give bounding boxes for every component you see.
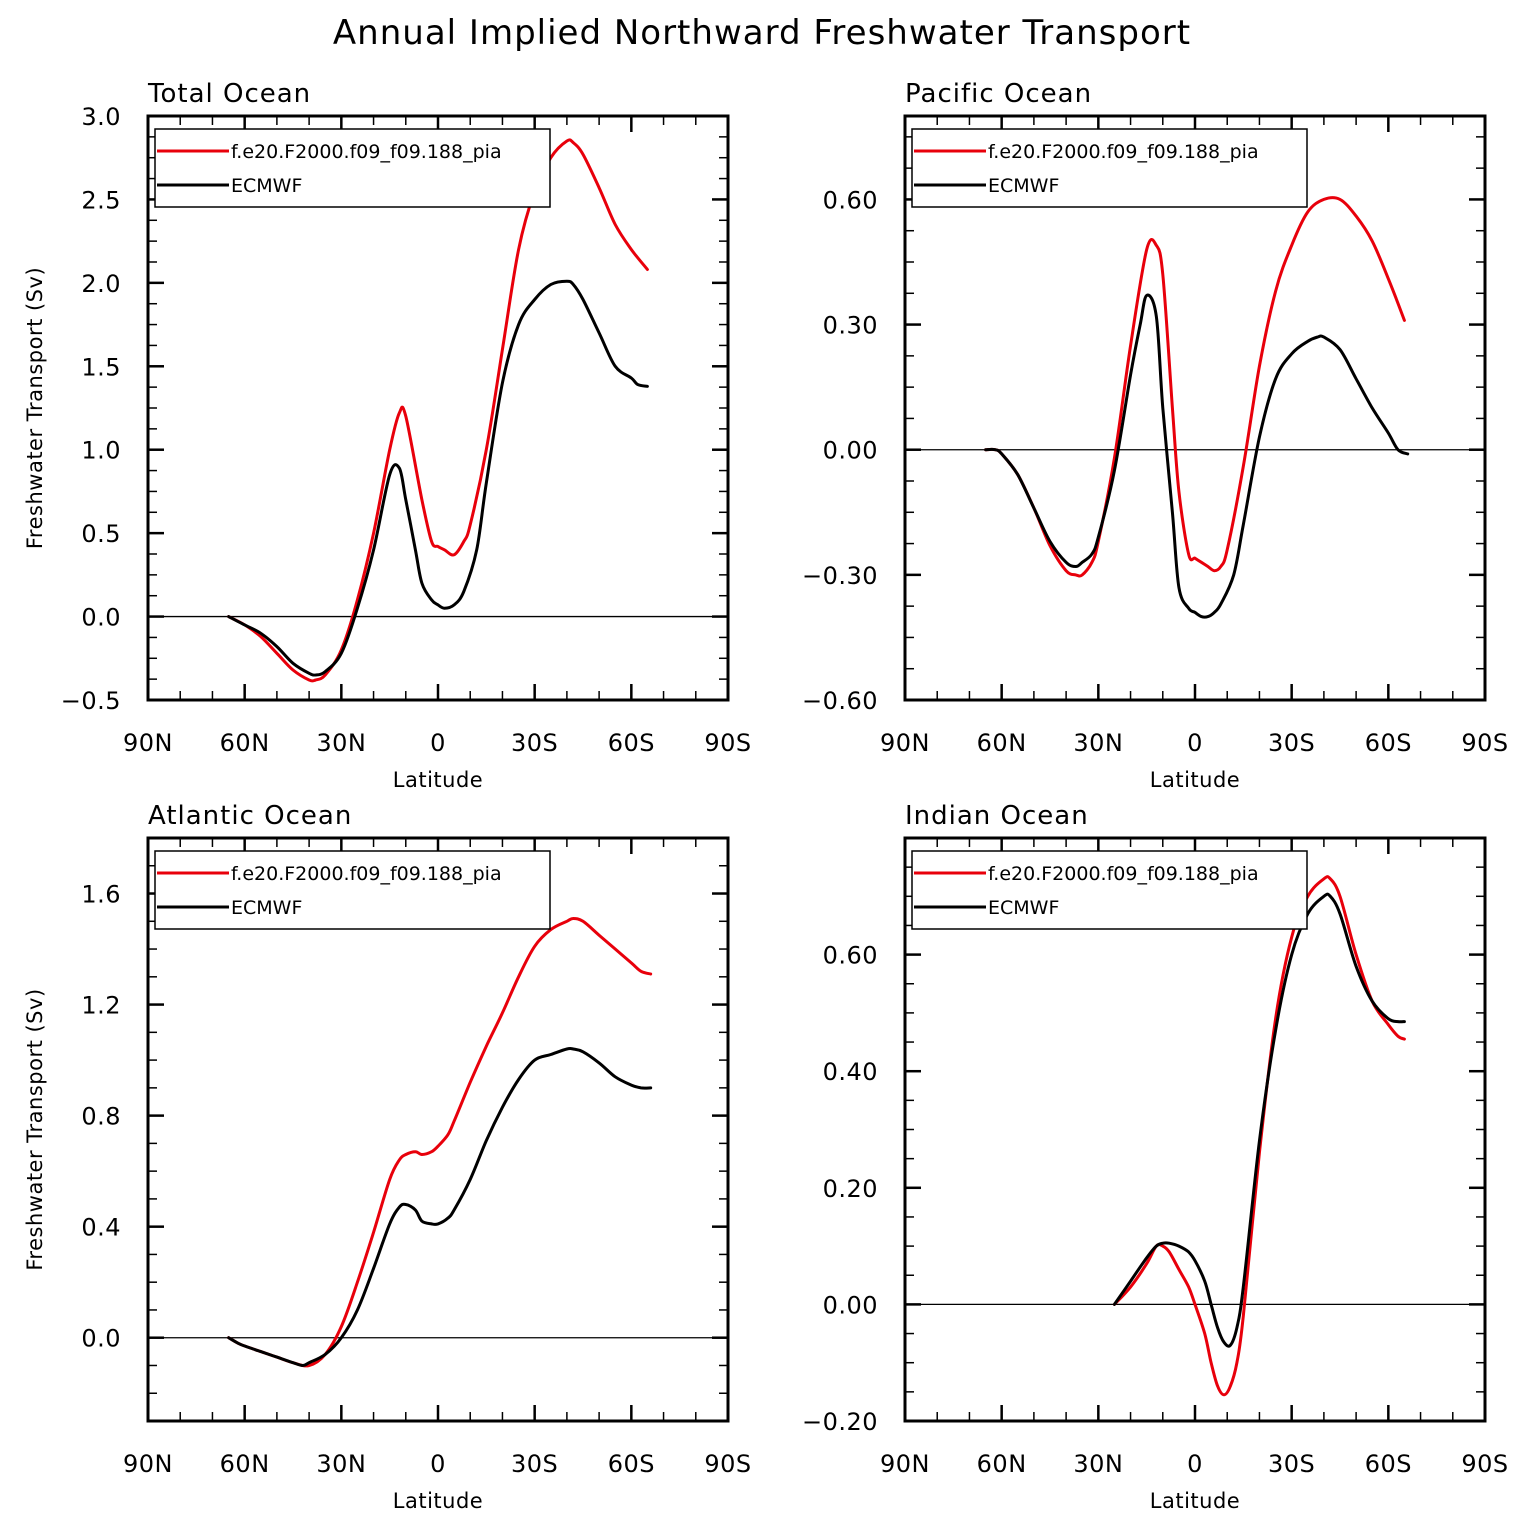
y-tick-label: 2.0 — [81, 270, 121, 298]
x-tick-label: 0 — [1187, 729, 1203, 757]
x-tick-label: 30S — [511, 729, 558, 757]
x-tick-label: 30S — [1268, 729, 1315, 757]
x-tick-label: 30S — [1268, 1450, 1315, 1478]
x-tick-label: 90N — [123, 1450, 173, 1478]
series-line-model — [984, 196, 1406, 578]
legend-label: f.e20.F2000.f09_f09.188_pia — [988, 863, 1259, 885]
series-line-model — [1112, 875, 1406, 1397]
chart-panels: Total Ocean 90N 60N 30N 0 30S 60S 90S −0.5 0.0 0.5… — [23, 79, 1508, 1513]
y-tick-label: 0.5 — [81, 520, 121, 548]
series-line-model — [227, 917, 653, 1368]
y-tick-label: 0.00 — [823, 1291, 878, 1319]
y-tick-label: 2.5 — [81, 186, 121, 214]
y-tick-label: 0.4 — [81, 1214, 121, 1242]
y-tick-label: 1.5 — [81, 353, 121, 381]
panel-title: Indian Ocean — [905, 801, 1089, 831]
legend-label: ECMWF — [988, 175, 1059, 197]
x-tick-label: 60N — [977, 1450, 1027, 1478]
y-tick-label: 0.30 — [823, 312, 878, 340]
y-axis-label: Freshwater Transport (Sv) — [23, 267, 47, 549]
series-line-ecmwf — [984, 293, 1410, 619]
x-tick-label: 90N — [123, 729, 173, 757]
x-tick-label: 60S — [1365, 729, 1412, 757]
x-tick-label: 60S — [608, 729, 655, 757]
x-tick-label: 30N — [316, 729, 366, 757]
panel-title: Atlantic Ocean — [148, 801, 352, 831]
y-tick-label: 3.0 — [81, 103, 121, 131]
x-tick-label: 0 — [430, 729, 446, 757]
y-tick-label: −0.30 — [802, 562, 878, 590]
legend-label: f.e20.F2000.f09_f09.188_pia — [988, 141, 1259, 163]
y-tick-label: 0.0 — [81, 1325, 121, 1353]
plot-frame — [146, 836, 730, 1423]
x-tick-label: 0 — [430, 1450, 446, 1478]
y-tick-label: −0.5 — [61, 687, 121, 715]
x-tick-label: 90N — [880, 729, 930, 757]
legend-box — [911, 128, 1308, 208]
y-axis-label: Freshwater Transport (Sv) — [23, 988, 47, 1270]
x-axis-label: Latitude — [393, 1489, 483, 1513]
chart-panel-4: Indian Ocean 90N 60N 30N 0 30S 60S 90S −0.20 0.00… — [802, 801, 1508, 1513]
series-line-ecmwf — [227, 1046, 653, 1367]
x-axis-label: Latitude — [393, 768, 483, 792]
y-tick-label: 0.60 — [823, 942, 878, 970]
legend-label: ECMWF — [231, 175, 302, 197]
x-tick-label: 60S — [1365, 1450, 1412, 1478]
x-tick-label: 30N — [1073, 729, 1123, 757]
chart-panel-1: Total Ocean 90N 60N 30N 0 30S 60S 90S −0.5 0.0 0.5… — [23, 79, 751, 792]
legend-label: f.e20.F2000.f09_f09.188_pia — [231, 863, 502, 885]
legend-label: f.e20.F2000.f09_f09.188_pia — [231, 141, 502, 163]
x-tick-label: 90S — [704, 1450, 751, 1478]
chart-panel-2: Pacific Ocean 90N 60N 30N 0 30S 60S 90S −0.60 −0.… — [802, 79, 1508, 792]
y-tick-label: 0.00 — [823, 437, 878, 465]
y-tick-label: −0.60 — [802, 687, 878, 715]
y-tick-label: 1.2 — [81, 992, 121, 1020]
plot-frame — [903, 114, 1487, 702]
legend-label: ECMWF — [988, 897, 1059, 919]
x-tick-label: 30N — [316, 1450, 366, 1478]
y-tick-label: 0.0 — [81, 604, 121, 632]
x-tick-label: 90N — [880, 1450, 930, 1478]
legend-label: ECMWF — [231, 897, 302, 919]
x-tick-label: 60N — [220, 1450, 270, 1478]
x-tick-label: 60S — [608, 1450, 655, 1478]
y-tick-label: −0.20 — [802, 1408, 878, 1436]
x-tick-label: 90S — [1461, 729, 1508, 757]
panel-title: Pacific Ocean — [905, 79, 1092, 109]
y-tick-label: 0.40 — [823, 1058, 878, 1086]
legend-box — [154, 128, 551, 208]
x-tick-label: 60N — [977, 729, 1027, 757]
legend-box — [154, 850, 551, 930]
panel-title: Total Ocean — [147, 79, 311, 109]
x-tick-label: 30S — [511, 1450, 558, 1478]
y-tick-label: 0.60 — [823, 186, 878, 214]
x-axis-label: Latitude — [1150, 768, 1240, 792]
y-tick-label: 0.20 — [823, 1175, 878, 1203]
x-tick-label: 0 — [1187, 1450, 1203, 1478]
figure-title: Annual Implied Northward Freshwater Tran… — [333, 13, 1191, 53]
x-tick-label: 30N — [1073, 1450, 1123, 1478]
plot-frame — [903, 836, 1487, 1423]
y-tick-label: 1.6 — [81, 881, 121, 909]
plot-frame — [146, 114, 730, 702]
series-line-ecmwf — [1112, 892, 1406, 1348]
x-tick-label: 90S — [704, 729, 751, 757]
legend-box — [911, 850, 1308, 930]
y-tick-label: 0.8 — [81, 1103, 121, 1131]
x-axis-label: Latitude — [1150, 1489, 1240, 1513]
y-tick-label: 1.0 — [81, 437, 121, 465]
chart-panel-3: Atlantic Ocean 90N 60N 30N 0 30S 60S 90S 0.0 0.4 0… — [23, 801, 751, 1513]
series-line-ecmwf — [227, 279, 649, 677]
x-tick-label: 60N — [220, 729, 270, 757]
x-tick-label: 90S — [1461, 1450, 1508, 1478]
series-line-model — [227, 138, 649, 683]
